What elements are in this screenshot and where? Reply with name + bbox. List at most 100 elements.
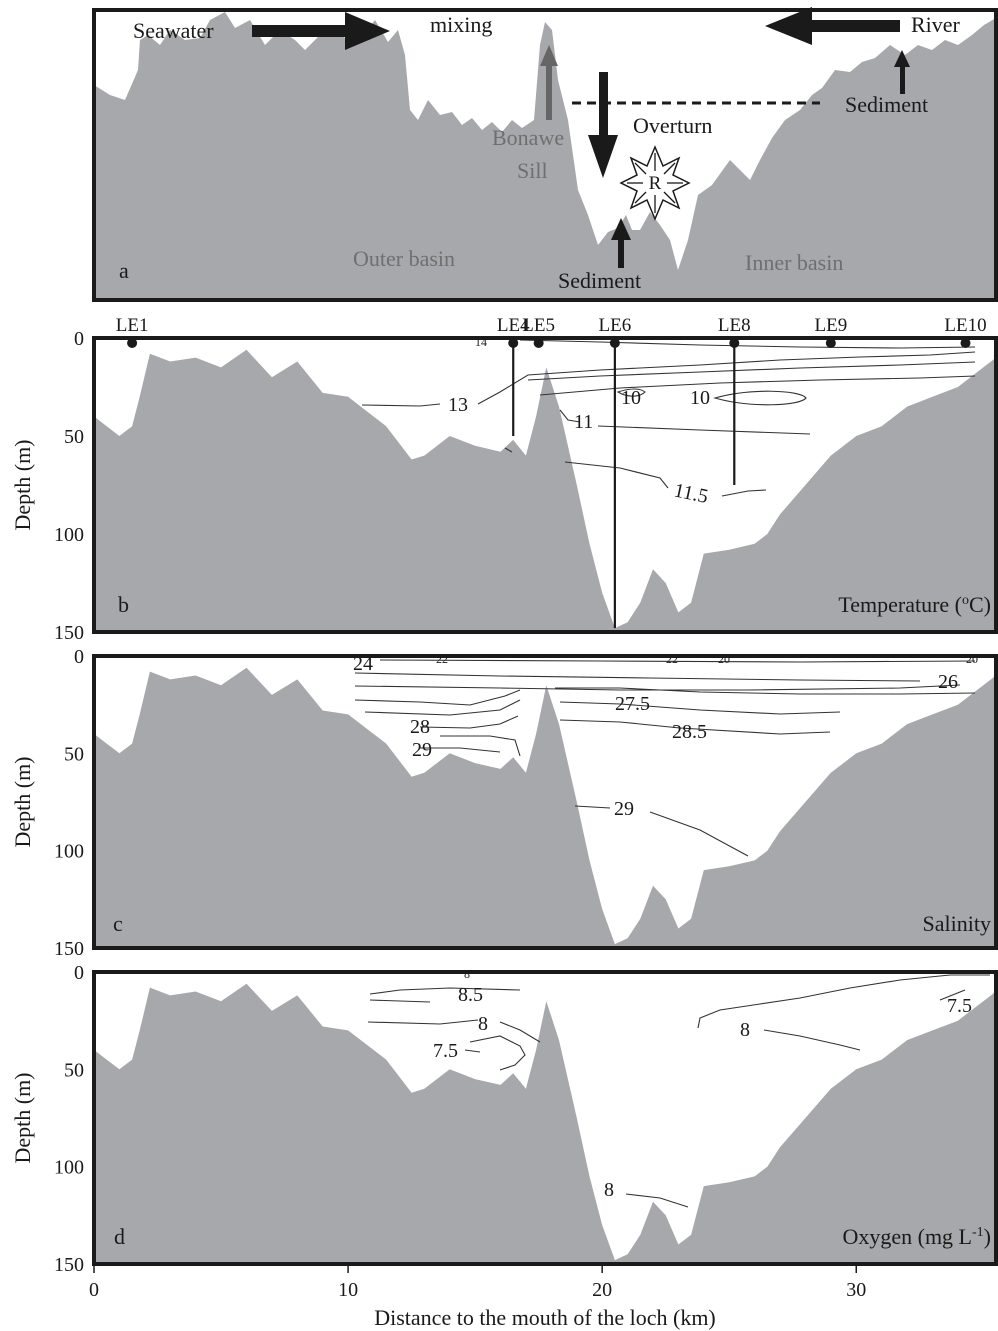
panel-d-contour-label: 7.5 [433,1040,458,1062]
panel-c-contour-label: 20 [966,652,978,666]
panel-d-variable-label: Oxygen (mg L-1) [842,1224,991,1249]
river-sediment-label: Sediment [845,92,928,117]
y-axis-title: Depth (m) [10,1072,35,1163]
y-tick-label: 150 [54,622,84,644]
panel-c-contour-label: 29 [614,798,634,820]
bottom-sediment-label: Sediment [558,268,641,293]
x-axis: 0 10 20 30 [89,1264,866,1301]
panel-b-contours [361,339,976,497]
panel-c-bathymetry [94,667,996,948]
station-label-le5: LE5 [522,315,555,336]
y-tick-label: 150 [54,938,84,960]
respiration-symbol: R [649,173,662,194]
x-tick-label: 0 [89,1279,99,1301]
station-label-le1: LE1 [116,315,149,336]
station-label-le8: LE8 [718,315,751,336]
bonawe-label: Bonawe [492,125,564,150]
station-marker-le6 [609,338,620,348]
x-tick-label: 30 [846,1279,866,1301]
panel-d-contour-label: 8 [604,1179,614,1201]
seawater-label: Seawater [133,18,214,43]
y-axis-title: Depth (m) [10,439,35,530]
y-axis-title: Depth (m) [10,756,35,847]
y-tick-label: 50 [64,743,84,765]
river-sediment-arrow-up-icon [894,50,910,94]
station-marker-le8 [729,338,740,348]
panel-b-contour-label: 13 [448,394,468,416]
panel-d-contour-label: 8 [478,1013,488,1035]
panel-d-contour-label: 8.5 [458,984,483,1006]
outer-basin-label: Outer basin [353,246,455,271]
panel-c-variable-label: Salinity [923,911,991,936]
arrow-right-icon [252,12,390,50]
sill-label: Sill [517,158,548,183]
panel-c-contour-label: 20 [718,652,730,666]
station-marker-le10 [960,338,971,348]
panel-c-contour-label: 24 [353,653,373,675]
panel-b-bathymetry [94,349,996,632]
y-tick-label: 100 [54,841,84,863]
mixing-label: mixing [430,12,492,37]
station-label-le6: LE6 [599,315,632,336]
panel-b-variable-label: Temperature (oC) [838,592,991,617]
panel-a-bathymetry [94,12,996,300]
panel-c-frame [92,654,998,950]
panel-c-contour-label: 22 [666,652,678,666]
river-label: River [911,12,961,37]
x-tick-label: 10 [338,1279,358,1301]
panel-b: 13 11 10 10 11.5 14 b Temperature (oC) [92,335,998,634]
y-tick-label: 100 [54,1157,84,1179]
panel-a-frame [92,8,998,302]
panel-d-bathymetry [94,983,996,1264]
panel-c-contour-label: 26 [938,671,958,693]
station-marker-le5 [533,338,544,348]
y-tick-label: 150 [54,1254,84,1276]
y-axis-titles: Depth (m) Depth (m) Depth (m) [10,439,35,1163]
y-tick-label: 50 [64,426,84,448]
panel-b-contour-label: 10 [690,387,710,409]
y-tick-label: 0 [74,646,84,668]
sill-arrow-up-icon [540,45,558,120]
panel-b-contour-label: 11.5 [672,479,710,508]
panel-c-letter: c [113,911,123,936]
y-tick-label: 0 [74,962,84,984]
panel-c-contours [354,659,976,857]
station-markers [127,338,971,348]
panel-b-contour-label: 14 [475,335,487,349]
panel-c-contour-label: 27.5 [615,693,650,715]
panel-d-contour-label: 8 [464,967,470,981]
panel-c-contour-label: 22 [436,652,448,666]
panel-d-letter: d [114,1224,125,1249]
overturn-label: Overturn [633,113,712,138]
panel-b-contour-label: 11 [574,411,593,433]
x-tick-label: 20 [592,1279,612,1301]
panel-b-contour-label: 10 [621,387,641,409]
station-label-le4: LE4 [497,315,530,336]
panel-c: 24 22 22 20 26 27.5 28 29 28.5 29 20 c S… [92,652,998,950]
y-tick-label: 0 [74,328,84,350]
station-marker-le4 [508,338,519,348]
panel-d-contours [367,974,990,1208]
station-label-le9: LE9 [814,315,847,336]
panel-d-contour-label: 7.5 [947,995,972,1017]
x-axis-title: Distance to the mouth of the loch (km) [374,1305,716,1330]
panel-d: 8.5 8 7.5 8 7.5 8 8 d Oxygen (mg L-1) [92,967,998,1266]
panel-a: R Seawater mixing River Sediment Overtur… [92,7,998,302]
panel-d-frame [92,970,998,1266]
panel-b-letter: b [118,592,129,617]
panel-c-contour-label: 28.5 [672,721,707,743]
bottom-sediment-arrow-up-icon [611,218,631,268]
station-profiles [512,343,736,629]
panel-d-contour-label: 8 [740,1019,750,1041]
y-tick-label: 100 [54,524,84,546]
star-burst-icon: R [619,145,691,221]
panel-a-letter: a [119,258,129,283]
station-label-le10: LE10 [944,315,986,336]
overturn-arrow-down-icon [588,72,618,178]
panel-c-contour-label: 28 [410,716,430,738]
inner-basin-label: Inner basin [745,250,843,275]
y-tick-label: 50 [64,1059,84,1081]
